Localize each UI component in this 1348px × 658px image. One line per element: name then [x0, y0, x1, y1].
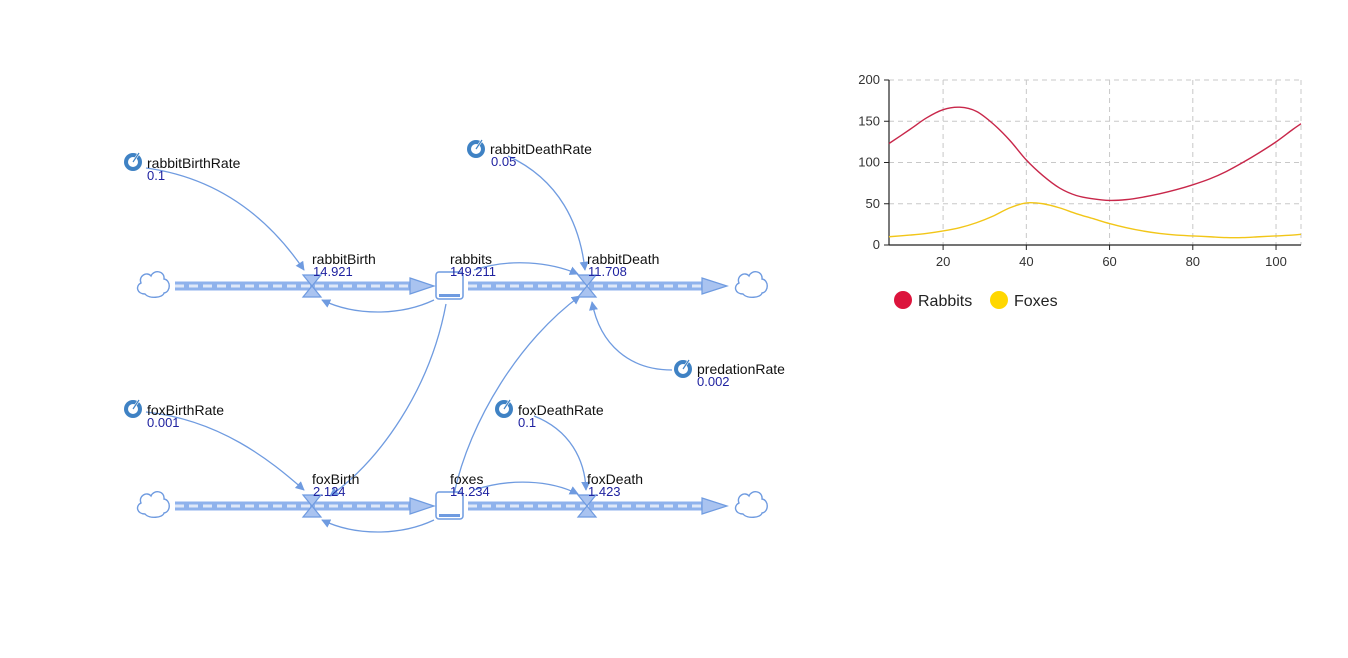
population-chart: 0 50 100 150 200 20 40 60 80 100 Rabbits Foxes [858, 72, 1302, 310]
flow-rabbit-birth[interactable]: rabbitBirth 14.921 [302, 251, 376, 298]
variable-value: 0.002 [697, 374, 730, 389]
x-tick-label: 60 [1102, 254, 1116, 269]
variable-predation-rate[interactable]: predationRate 0.002 [672, 358, 785, 389]
flow-label: foxBirth [312, 471, 359, 487]
flow-fox-death[interactable]: foxDeath 1.423 [577, 471, 643, 518]
variable-label: foxBirthRate [147, 402, 224, 418]
stock-icon [435, 271, 464, 300]
x-tick-label: 40 [1019, 254, 1033, 269]
legend-label-foxes: Foxes [1014, 293, 1058, 310]
stock-level-bar [439, 294, 460, 297]
flow-label: rabbitDeath [587, 251, 659, 267]
flow-value: 2.124 [313, 484, 346, 499]
flow-value: 1.423 [588, 484, 621, 499]
variable-fox-birth-rate[interactable]: foxBirthRate 0.001 [122, 398, 224, 430]
variable-fox-death-rate[interactable]: foxDeathRate 0.1 [493, 398, 604, 430]
variable-gauge-icon [465, 138, 487, 160]
variable-label: rabbitDeathRate [490, 141, 592, 157]
x-tick-label: 20 [936, 254, 950, 269]
stock-label: rabbits [450, 251, 492, 267]
flow-rabbit-death[interactable]: rabbitDeath 11.708 [577, 251, 659, 298]
stock-label: foxes [450, 471, 483, 487]
y-tick-label: 100 [858, 155, 880, 170]
legend-swatch-rabbits [894, 291, 912, 309]
stock-foxes[interactable]: foxes 14.234 [435, 471, 490, 520]
causal-links [145, 155, 673, 533]
variable-gauge-icon [122, 151, 144, 173]
stock-rabbits[interactable]: rabbits 149.211 [435, 251, 496, 300]
stock-icon [435, 491, 464, 520]
legend-swatch-foxes [990, 291, 1008, 309]
cloud-icon [136, 491, 170, 518]
variable-gauge-icon [672, 358, 694, 380]
x-tick-label: 80 [1186, 254, 1200, 269]
stock-level-bar [439, 514, 460, 517]
y-tick-label: 150 [858, 113, 880, 128]
fox-flow-pipes [175, 497, 729, 515]
series-line-rabbits [888, 106, 1302, 202]
rabbit-flow-pipes [175, 277, 729, 295]
y-tick-label: 50 [866, 196, 880, 211]
variable-gauge-icon [122, 398, 144, 420]
variable-label: foxDeathRate [518, 402, 604, 418]
legend-label-rabbits: Rabbits [918, 293, 972, 310]
variable-rabbit-birth-rate[interactable]: rabbitBirthRate 0.1 [122, 151, 241, 183]
variable-gauge-icon [493, 398, 515, 420]
cloud-icon [734, 271, 768, 298]
y-tick-label: 0 [873, 237, 880, 252]
variable-rabbit-death-rate[interactable]: rabbitDeathRate 0.05 [465, 138, 592, 169]
cloud-icon [734, 491, 768, 518]
x-tick-label: 100 [1265, 254, 1287, 269]
variable-label: rabbitBirthRate [147, 155, 241, 171]
stock-value: 14.234 [450, 484, 490, 499]
variable-value: 0.1 [147, 168, 165, 183]
variable-value: 0.001 [147, 415, 180, 430]
series-line-foxes [888, 201, 1302, 239]
y-tick-label: 200 [858, 72, 880, 87]
flow-label: foxDeath [587, 471, 643, 487]
variable-label: predationRate [697, 361, 785, 377]
flow-fox-birth[interactable]: foxBirth 2.124 [302, 471, 359, 518]
flow-value: 11.708 [588, 264, 627, 279]
stock-value: 149.211 [450, 264, 496, 279]
flow-label: rabbitBirth [312, 251, 376, 267]
variable-value: 0.05 [491, 154, 516, 169]
cloud-icon [136, 271, 170, 298]
flow-value: 14.921 [313, 264, 353, 279]
variable-value: 0.1 [518, 415, 536, 430]
